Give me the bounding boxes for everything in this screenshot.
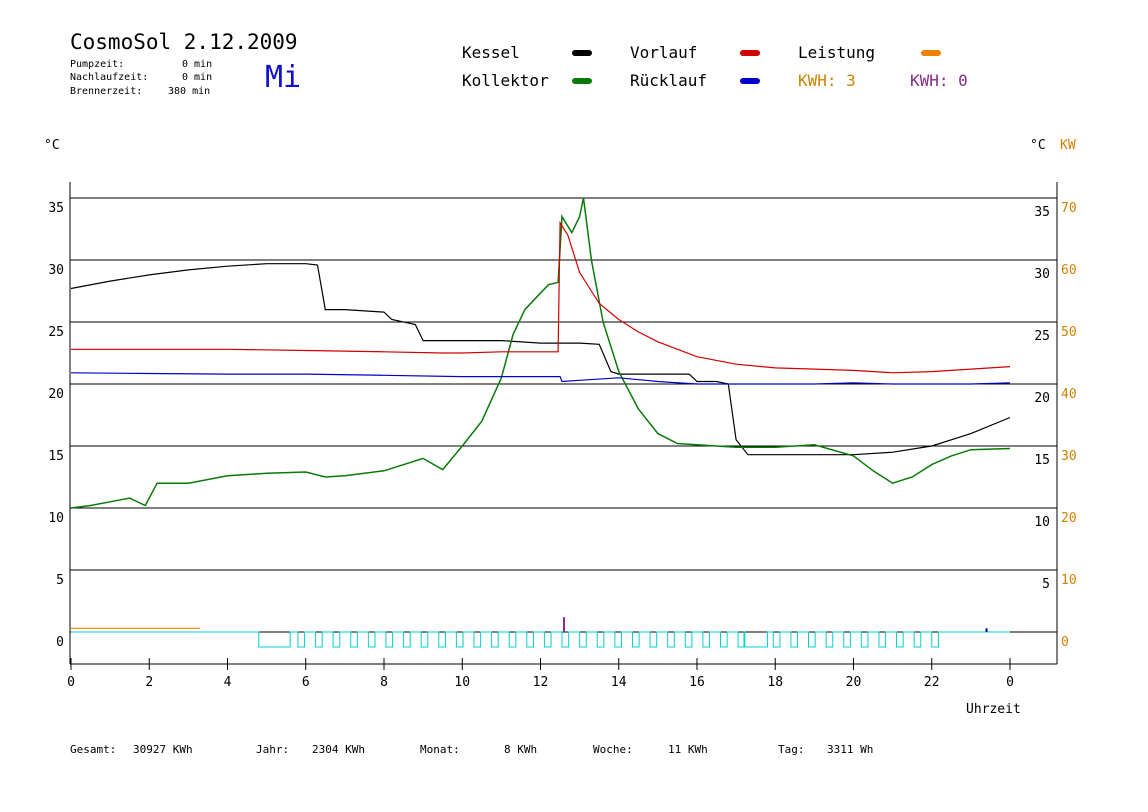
y-tick-right: 25 (1034, 329, 1050, 344)
y-tick-left: 25 (48, 325, 64, 340)
series-kessel (70, 263, 1011, 456)
y-tick-kw: 70 (1061, 201, 1077, 216)
y-tick-left: 10 (48, 511, 64, 526)
y-tick-right: 5 (1042, 577, 1050, 592)
x-tick-label: 10 (454, 675, 470, 690)
footer-monat-value: 8 KWh (504, 743, 538, 756)
footer-jahr-label: Jahr: (256, 743, 290, 756)
x-tick-label: 2 (145, 675, 153, 690)
y-tick-kw: 10 (1061, 573, 1077, 588)
footer-monat-label: Monat: (420, 743, 460, 756)
x-tick-label: 22 (924, 675, 940, 690)
y-tick-kw: 40 (1061, 387, 1077, 402)
y-tick-kw: 50 (1061, 325, 1077, 340)
y-tick-left: 20 (48, 387, 64, 402)
right-axis-kw-unit: KW (1060, 138, 1076, 153)
x-tick-label: 8 (380, 675, 388, 690)
footer-tag-value: 3311 Wh (827, 743, 874, 756)
y-tick-kw: 0 (1061, 635, 1069, 650)
y-tick-right: 10 (1034, 515, 1050, 530)
footer-woche-label: Woche: (593, 743, 633, 756)
pump-status-trace (71, 631, 1010, 648)
legend-vorlauf-swatch (740, 50, 760, 56)
legend-ruecklauf-swatch (740, 78, 760, 84)
y-tick-left: 0 (56, 635, 64, 650)
x-tick-label: 4 (224, 675, 232, 690)
y-tick-right: 20 (1034, 391, 1050, 406)
legend-vorlauf-label: Vorlauf (630, 43, 698, 62)
x-tick-label: 6 (302, 675, 310, 690)
brennerzeit-label: Brennerzeit: (70, 86, 143, 97)
x-tick-label: 0 (67, 675, 75, 690)
brennerzeit-value: 380 min (168, 86, 211, 97)
pumpzeit-value: 0 min (182, 59, 213, 70)
x-axis-label: Uhrzeit (966, 702, 1021, 717)
x-tick-label: 20 (846, 675, 862, 690)
y-tick-left: 15 (48, 449, 64, 464)
series-kollektor (70, 197, 1011, 509)
x-tick-label: 18 (767, 675, 783, 690)
x-tick-label: 14 (611, 675, 627, 690)
x-tick-label: 0 (1006, 675, 1014, 690)
y-tick-left: 5 (56, 573, 64, 588)
legend-kollektor-swatch (572, 78, 592, 84)
right-axis-unit: °C (1030, 138, 1046, 153)
legend-kessel-label: Kessel (462, 43, 520, 62)
x-tick-label: 12 (533, 675, 549, 690)
legend-kollektor-label: Kollektor (462, 71, 549, 90)
y-tick-right: 15 (1034, 453, 1050, 468)
y-tick-left: 30 (48, 263, 64, 278)
legend-ruecklauf-label: Rücklauf (630, 71, 708, 90)
left-axis-unit: °C (44, 138, 60, 153)
y-tick-kw: 20 (1061, 511, 1077, 526)
weekday-label: Mi (265, 60, 302, 95)
legend-kessel-swatch (572, 50, 592, 56)
chart-title: CosmoSol 2.12.2009 (70, 30, 298, 54)
series-vorlauf (71, 220, 1011, 374)
y-tick-kw: 30 (1061, 449, 1077, 464)
legend-kwh1: KWH: 3 (798, 71, 856, 90)
pumpzeit-label: Pumpzeit: (70, 59, 125, 70)
x-tick-label: 16 (689, 675, 705, 690)
y-tick-right: 35 (1034, 205, 1050, 220)
nachlaufzeit-label: Nachlaufzeit: (70, 72, 149, 83)
y-tick-left: 35 (48, 201, 64, 216)
footer-gesamt-label: Gesamt: (70, 743, 117, 756)
legend-leistung-swatch (921, 50, 941, 56)
footer-gesamt-value: 30927 KWh (133, 743, 193, 756)
footer-woche-value: 11 KWh (668, 743, 708, 756)
series-ruecklauf (70, 372, 1011, 385)
footer-tag-label: Tag: (778, 743, 805, 756)
nachlaufzeit-value: 0 min (182, 72, 213, 83)
legend-leistung-label: Leistung (798, 43, 876, 62)
footer-jahr-value: 2304 KWh (312, 743, 365, 756)
y-tick-kw: 60 (1061, 263, 1077, 278)
y-tick-right: 30 (1034, 267, 1050, 282)
legend-kwh2: KWH: 0 (910, 71, 968, 90)
